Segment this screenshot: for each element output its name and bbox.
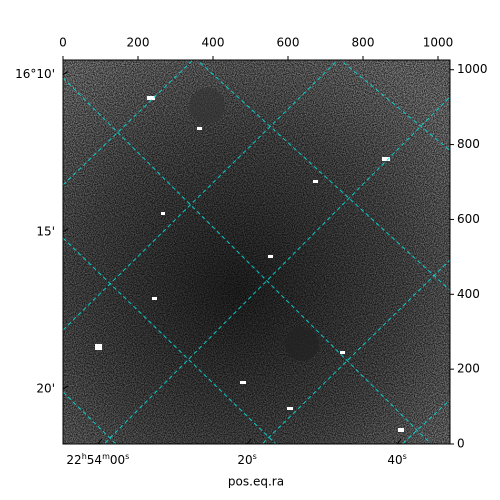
coordinate-grid — [63, 60, 450, 444]
ra-tick-label: 20s — [237, 452, 256, 467]
x-tick-label: 1000 — [423, 36, 454, 50]
y-tick-label: 800 — [457, 137, 480, 151]
dec-tick — [62, 385, 69, 390]
y-tick-label: 400 — [457, 287, 480, 301]
x-tick-label: 200 — [127, 36, 150, 50]
x-tick-label: 0 — [59, 36, 67, 50]
y-tick-label: 600 — [457, 212, 480, 226]
dec-tick-label: 15' — [36, 224, 55, 238]
x-tick-label: 600 — [277, 36, 300, 50]
x-axis-label: pos.eq.ra — [228, 475, 284, 489]
image — [63, 60, 450, 444]
frame — [62, 59, 451, 445]
y-tick-label: 0 — [457, 437, 465, 451]
dec-tick-label: 20' — [36, 381, 55, 395]
ra-tick — [396, 438, 402, 445]
y-tick-label: 1000 — [457, 62, 488, 76]
x-tick-label: 400 — [202, 36, 225, 50]
ra-tick — [246, 438, 252, 445]
y-tick-label: 200 — [457, 362, 480, 376]
dec-tick — [62, 71, 69, 76]
dec-tick — [62, 228, 69, 233]
ra-tick-label: 40s — [387, 452, 406, 467]
ra-tick — [97, 438, 103, 445]
x-tick-label: 800 — [352, 36, 375, 50]
ra-tick-label: 22h54m00s — [66, 452, 129, 467]
dec-tick-label: 16°10' — [15, 67, 55, 81]
